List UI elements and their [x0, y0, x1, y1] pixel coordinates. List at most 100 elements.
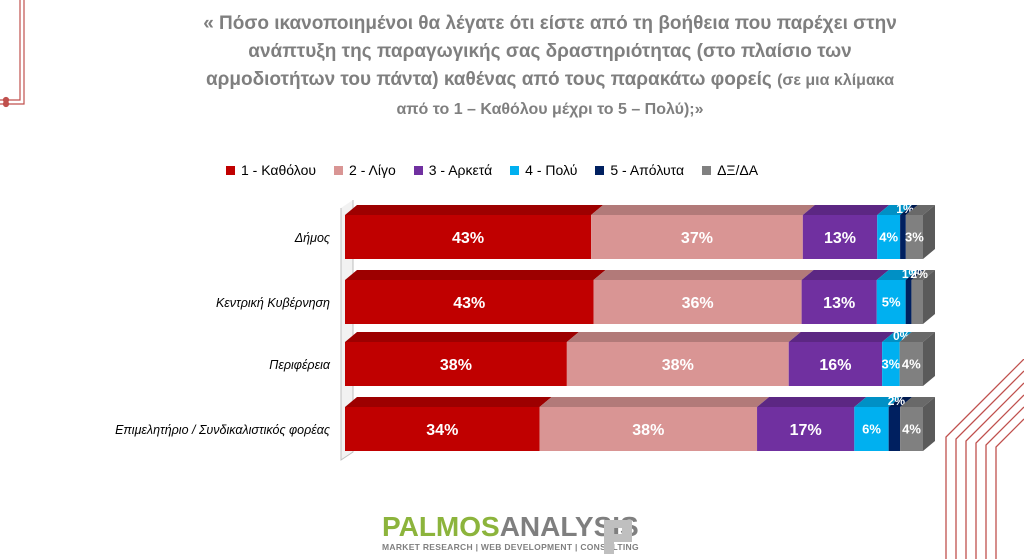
bar-segment — [882, 332, 912, 386]
bar-segment — [788, 332, 895, 386]
data-label: 4% — [902, 422, 921, 437]
bar-segment — [757, 397, 867, 451]
legend-swatch-2 — [334, 165, 344, 175]
bar-top-face — [854, 397, 901, 407]
data-label: 16% — [819, 357, 851, 374]
bar-segment — [877, 205, 913, 259]
bar-top-face — [911, 270, 935, 280]
chart-legend: 1 - Καθόλου 2 - Λίγο 3 - Αρκετά 4 - Πολύ 5 -… — [226, 160, 776, 180]
bar-end-face — [923, 397, 935, 451]
legend-label-1: 1 - Καθόλου — [241, 162, 317, 178]
bar-row-3: 38% 38% 16% 3%0%4% — [345, 329, 935, 386]
bar-top-face — [888, 397, 913, 407]
legend-item-3: 3 - Αρκετά — [413, 160, 493, 180]
bar-front-face — [802, 215, 878, 259]
data-label: 3% — [881, 357, 900, 372]
bar-segment — [905, 270, 924, 324]
data-label: 6% — [862, 422, 881, 437]
data-label: 4% — [902, 357, 921, 372]
bar-top-face — [802, 205, 890, 215]
bar-front-face — [882, 342, 900, 386]
bar-segment — [801, 270, 889, 324]
bar-segment — [905, 205, 935, 259]
data-label: 43% — [453, 295, 485, 312]
chart-title: « Πόσο ικανοποιημένοι θα λέγατε ότι είστ… — [190, 10, 910, 124]
legend-label-6: ΔΞ/ΔΑ — [717, 162, 759, 178]
logo-palmos: PALMOS — [382, 511, 500, 542]
bar-top-face — [591, 205, 815, 215]
bar-top-face — [539, 397, 770, 407]
data-label: 17% — [790, 422, 822, 439]
legend-swatch-5 — [595, 165, 605, 175]
data-label: 43% — [452, 230, 484, 247]
bar-top-face — [345, 397, 552, 407]
bar-front-face — [788, 342, 883, 386]
bar-front-face — [888, 407, 901, 451]
bar-segment — [876, 270, 918, 324]
bar-front-face — [900, 407, 923, 451]
bar-top-face — [801, 270, 889, 280]
bar-front-face — [345, 215, 592, 259]
bar-front-face — [877, 215, 901, 259]
bar-front-face — [899, 342, 923, 386]
legend-label-3: 3 - Αρκετά — [428, 162, 493, 178]
bar-front-face — [539, 407, 758, 451]
chart-title-sub: (σε μια κλίμακα από το 1 – Καθόλου μέχρι… — [396, 72, 895, 118]
category-label: Κεντρική Κυβέρνηση — [216, 296, 330, 310]
legend-label-5: 5 - Απόλυτα — [610, 162, 685, 178]
data-label: 34% — [426, 422, 458, 439]
data-label: 5% — [882, 295, 901, 310]
bar-front-face — [911, 280, 923, 324]
legend-item-6: ΔΞ/ΔΑ — [702, 160, 758, 180]
bar-top-face — [905, 205, 935, 215]
data-label: 2% — [911, 267, 929, 281]
bar-front-face — [876, 280, 906, 324]
data-label: 4% — [879, 230, 898, 245]
logo-mark-icon — [604, 520, 632, 554]
bar-top-face — [877, 205, 913, 215]
data-label: 3% — [905, 230, 924, 245]
bar-end-face — [923, 332, 935, 386]
bar-top-face — [905, 270, 924, 280]
bar-segment — [900, 205, 918, 259]
bar-segment — [854, 397, 901, 451]
bar-segment — [593, 270, 814, 324]
bar-top-face — [788, 332, 895, 342]
bar-front-face — [801, 280, 877, 324]
bar-top-face — [757, 397, 867, 407]
legend-item-1: 1 - Καθόλου — [226, 160, 316, 180]
bar-segment — [345, 397, 552, 451]
bar-front-face — [345, 342, 567, 386]
bar-top-face — [876, 270, 918, 280]
data-label: 38% — [662, 357, 694, 374]
bar-top-face — [345, 332, 579, 342]
category-label: Επιμελητήριο / Συνδικαλιστικός φορέας — [115, 423, 331, 437]
legend-swatch-3 — [413, 165, 423, 175]
bar-front-face — [345, 407, 540, 451]
bar-top-face — [900, 397, 935, 407]
category-label: Περιφέρεια — [269, 358, 331, 372]
bar-front-face — [905, 215, 923, 259]
bar-top-face — [899, 332, 935, 342]
category-label: Δήμος — [294, 231, 331, 245]
bar-segment — [802, 205, 890, 259]
bar-segment — [591, 205, 815, 259]
bar-top-face — [345, 270, 606, 280]
data-label: 13% — [824, 230, 856, 247]
data-label: 38% — [440, 357, 472, 374]
legend-item-4: 4 - Πολύ — [510, 160, 577, 180]
legend-item-5: 5 - Απόλυτα — [595, 160, 684, 180]
bar-row-2: 43% 36% 13% 5%1%2% — [345, 267, 935, 324]
bar-front-face — [566, 342, 789, 386]
bar-end-face — [923, 270, 935, 324]
bar-segment — [345, 205, 604, 259]
data-label: 36% — [682, 295, 714, 312]
chart-side-wall — [340, 200, 354, 461]
bar-top-face — [593, 270, 814, 280]
bar-top-face — [900, 205, 918, 215]
bar-end-face — [923, 205, 935, 259]
bar-front-face — [854, 407, 889, 451]
bar-front-face — [591, 215, 803, 259]
bar-segment — [911, 270, 935, 324]
